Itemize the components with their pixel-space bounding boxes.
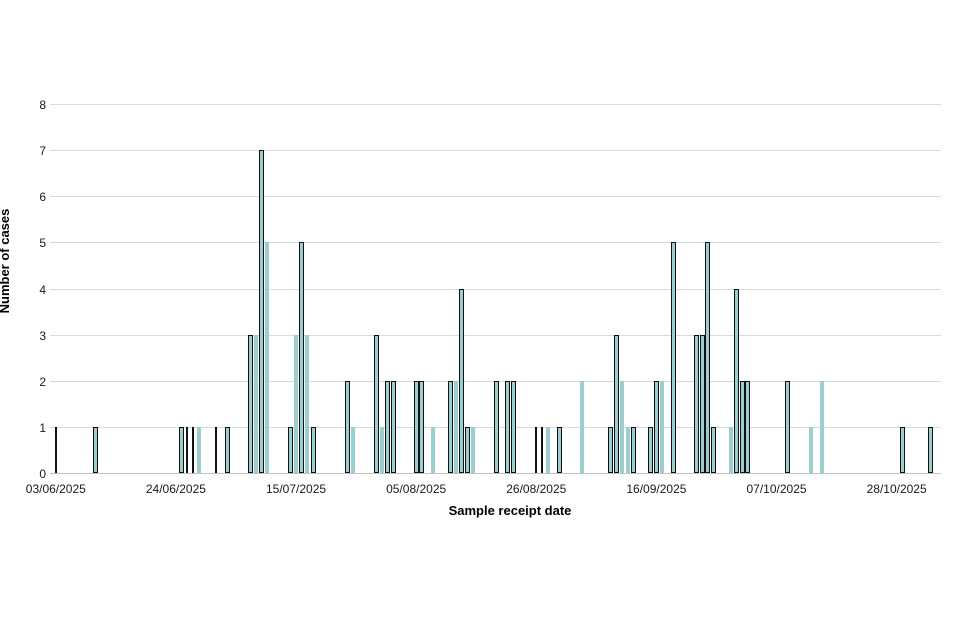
case-bar xyxy=(699,334,705,473)
y-tick-label: 6 xyxy=(39,190,46,205)
y-tick-label: 4 xyxy=(39,282,46,297)
case-bar xyxy=(705,242,711,473)
case-bar xyxy=(419,380,425,473)
case-bar xyxy=(459,288,465,473)
x-tick-label: 24/06/2025 xyxy=(145,482,206,496)
case-bar xyxy=(625,426,630,473)
x-tick-label: 26/08/2025 xyxy=(506,482,567,496)
plot-area xyxy=(50,104,941,474)
y-tick-label: 7 xyxy=(39,144,46,159)
case-bar xyxy=(299,242,305,473)
x-axis-line xyxy=(50,473,941,474)
y-tick-label: 5 xyxy=(39,236,46,251)
case-bar xyxy=(739,380,745,473)
case-bar xyxy=(93,426,99,473)
case-bar xyxy=(196,426,201,473)
case-bar xyxy=(535,426,538,473)
case-bar xyxy=(345,380,351,473)
case-bar xyxy=(556,426,562,473)
case-bar xyxy=(454,380,459,473)
case-bar xyxy=(808,426,813,473)
case-bar xyxy=(728,426,733,473)
case-bar xyxy=(224,426,230,473)
case-bar xyxy=(214,426,217,473)
case-bar xyxy=(379,426,384,473)
case-bar xyxy=(545,426,550,473)
case-bar xyxy=(294,334,299,473)
case-bar xyxy=(287,426,293,473)
case-bar xyxy=(631,426,637,473)
case-bar xyxy=(580,380,585,473)
case-bar xyxy=(373,334,379,473)
case-bar xyxy=(493,380,499,473)
case-bar xyxy=(247,334,253,473)
gridline xyxy=(50,196,941,198)
case-bar xyxy=(671,242,677,473)
case-bar xyxy=(613,334,619,473)
case-bar xyxy=(608,426,614,473)
x-axis-title: Sample receipt date xyxy=(448,503,572,518)
case-bar xyxy=(510,380,516,473)
x-tick-label: 15/07/2025 xyxy=(266,482,327,496)
case-bar xyxy=(653,380,659,473)
case-bar xyxy=(385,380,391,473)
case-bar xyxy=(192,426,195,473)
case-bar xyxy=(447,380,453,473)
case-bar xyxy=(310,426,316,473)
case-bar xyxy=(305,334,310,473)
case-bar xyxy=(179,426,185,473)
case-bar xyxy=(693,334,699,473)
case-bar xyxy=(745,380,751,473)
case-bar xyxy=(390,380,396,473)
case-bar xyxy=(711,426,717,473)
gridline xyxy=(50,334,941,336)
case-bar xyxy=(785,380,791,473)
case-bar xyxy=(648,426,654,473)
case-bar xyxy=(471,426,476,473)
x-tick-label: 28/10/2025 xyxy=(866,482,927,496)
y-tick-label: 8 xyxy=(39,98,46,112)
y-tick-label: 2 xyxy=(39,374,46,389)
case-bar xyxy=(54,426,57,473)
x-tick-label: 05/08/2025 xyxy=(386,482,447,496)
case-bar xyxy=(254,334,258,473)
case-bar xyxy=(899,426,905,473)
case-bar xyxy=(620,380,625,473)
case-bar xyxy=(265,242,270,473)
gridline xyxy=(50,242,941,244)
case-bar xyxy=(465,426,471,473)
case-bar xyxy=(660,380,665,473)
case-bar xyxy=(186,426,189,473)
x-tick-label: 16/09/2025 xyxy=(626,482,687,496)
y-tick-label: 3 xyxy=(39,328,46,343)
y-tick-label: 0 xyxy=(39,467,46,481)
case-bar xyxy=(733,288,739,473)
case-bar xyxy=(928,426,934,473)
case-bar xyxy=(505,380,511,473)
gridline xyxy=(50,150,941,152)
x-tick-label: 07/10/2025 xyxy=(746,482,807,496)
case-bar xyxy=(541,426,543,473)
gridline xyxy=(50,288,941,290)
x-tick-label: 03/06/2025 xyxy=(25,482,86,496)
y-tick-label: 1 xyxy=(39,420,46,435)
case-bar xyxy=(820,380,825,473)
gridline xyxy=(50,104,941,105)
case-bar xyxy=(351,426,356,473)
case-bar xyxy=(259,150,265,473)
case-bar xyxy=(431,426,436,473)
case-bar xyxy=(413,380,419,473)
